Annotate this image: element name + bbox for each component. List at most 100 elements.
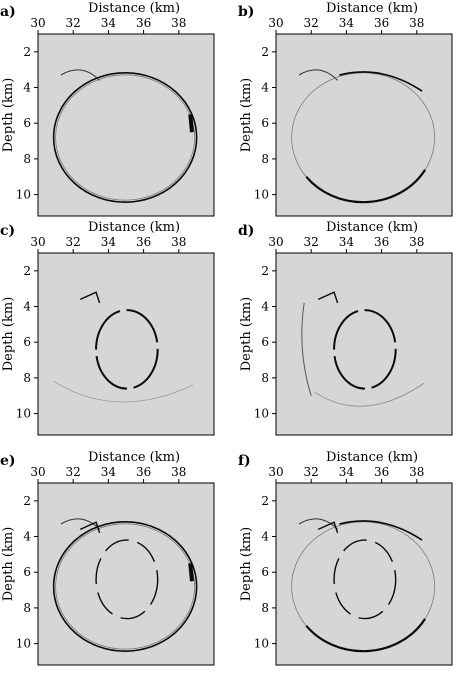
y-axis-label: Depth (km): [1, 527, 16, 602]
y-tick-label: 6: [23, 335, 31, 349]
x-tick-label: 34: [101, 465, 117, 479]
x-tick-label: 36: [136, 16, 151, 30]
y-tick-label: 10: [254, 407, 269, 421]
outer-reflector-sidelobe: [55, 74, 196, 201]
panel-background: [38, 34, 214, 216]
x-axis-label: Distance (km): [88, 220, 180, 235]
y-tick-label: 4: [23, 530, 31, 544]
reflectors: [52, 69, 198, 203]
panel-frame: [275, 33, 453, 217]
wedge-reflector: [79, 291, 101, 304]
panel-background: [38, 483, 214, 665]
y-tick-label: 4: [23, 300, 31, 314]
migration-smile: [314, 382, 425, 407]
panel-label: b): [238, 4, 254, 20]
panel-frame: [275, 252, 453, 436]
x-axis-label: Distance (km): [326, 220, 418, 235]
inner-reflector: [333, 539, 397, 620]
x-tick-label: 30: [30, 235, 45, 249]
y-tick-label: 6: [261, 116, 269, 130]
salt-edge-artifact: [188, 114, 194, 133]
x-tick-label: 30: [268, 235, 283, 249]
y-axis-label: Depth (km): [1, 78, 16, 153]
panel-frame: [275, 482, 453, 666]
y-tick-label: 4: [261, 300, 269, 314]
x-tick-label: 32: [66, 465, 81, 479]
diffraction-tail: [298, 69, 338, 81]
x-axis-label: Distance (km): [88, 450, 180, 465]
reflectors: [290, 69, 436, 204]
x-tick-label: 36: [374, 465, 389, 479]
x-axis-label: Distance (km): [88, 1, 180, 16]
y-tick-label: 6: [23, 565, 31, 579]
y-axis-label: Depth (km): [1, 297, 16, 372]
x-tick-label: 32: [66, 16, 81, 30]
panel-label: d): [238, 223, 254, 239]
outer-reflector-bottom: [290, 520, 436, 653]
x-tick-label: 34: [339, 465, 355, 479]
panel-frame: [37, 33, 215, 217]
panel-frame: [37, 252, 215, 436]
x-tick-label: 34: [101, 235, 117, 249]
y-tick-label: 2: [261, 264, 269, 278]
panel-frame: [37, 482, 215, 666]
x-tick-label: 34: [339, 235, 355, 249]
y-tick-label: 10: [16, 188, 31, 202]
x-tick-label: 38: [409, 16, 424, 30]
x-tick-label: 36: [374, 235, 389, 249]
y-tick-label: 10: [16, 407, 31, 421]
outer-reflector-sidelobe: [55, 523, 196, 650]
y-tick-label: 8: [23, 152, 31, 166]
outer-reflector-bottom: [290, 71, 436, 204]
panel-background: [276, 34, 452, 216]
y-tick-label: 2: [261, 45, 269, 59]
panel-background: [276, 253, 452, 435]
x-tick-label: 38: [171, 16, 186, 30]
diffraction-tail: [298, 518, 338, 530]
x-tick-label: 36: [136, 235, 151, 249]
y-tick-label: 8: [23, 371, 31, 385]
x-tick-label: 30: [30, 465, 45, 479]
inner-reflector: [95, 309, 159, 390]
y-axis-label: Depth (km): [239, 78, 254, 153]
x-tick-label: 34: [101, 16, 117, 30]
y-tick-label: 4: [261, 530, 269, 544]
inner-reflector: [95, 539, 159, 620]
panel-background: [38, 253, 214, 435]
panel-background: [276, 483, 452, 665]
x-tick-label: 30: [30, 16, 45, 30]
y-tick-label: 8: [261, 601, 269, 615]
wedge-reflector: [79, 521, 101, 534]
x-tick-label: 32: [66, 235, 81, 249]
x-tick-label: 30: [268, 16, 283, 30]
diffraction-tail: [60, 518, 100, 530]
x-tick-label: 32: [304, 16, 319, 30]
y-tick-label: 10: [254, 188, 269, 202]
x-axis-label: Distance (km): [326, 450, 418, 465]
diffraction-tail: [60, 69, 100, 81]
reflectors: [301, 291, 425, 407]
x-tick-label: 30: [268, 465, 283, 479]
y-tick-label: 6: [261, 565, 269, 579]
y-tick-label: 8: [261, 152, 269, 166]
reflectors: [53, 291, 194, 403]
reflectors: [290, 518, 436, 653]
panel-label: c): [0, 223, 15, 239]
panel-label: e): [0, 453, 16, 469]
x-tick-label: 38: [171, 235, 186, 249]
y-axis-label: Depth (km): [239, 297, 254, 372]
y-tick-label: 6: [261, 335, 269, 349]
outer-reflector-top: [339, 520, 423, 541]
migration-smile: [53, 381, 194, 403]
x-tick-label: 36: [136, 465, 151, 479]
y-tick-label: 6: [23, 116, 31, 130]
panel-label: a): [0, 4, 16, 20]
y-tick-label: 2: [23, 45, 31, 59]
x-tick-label: 38: [409, 465, 424, 479]
y-tick-label: 2: [23, 264, 31, 278]
